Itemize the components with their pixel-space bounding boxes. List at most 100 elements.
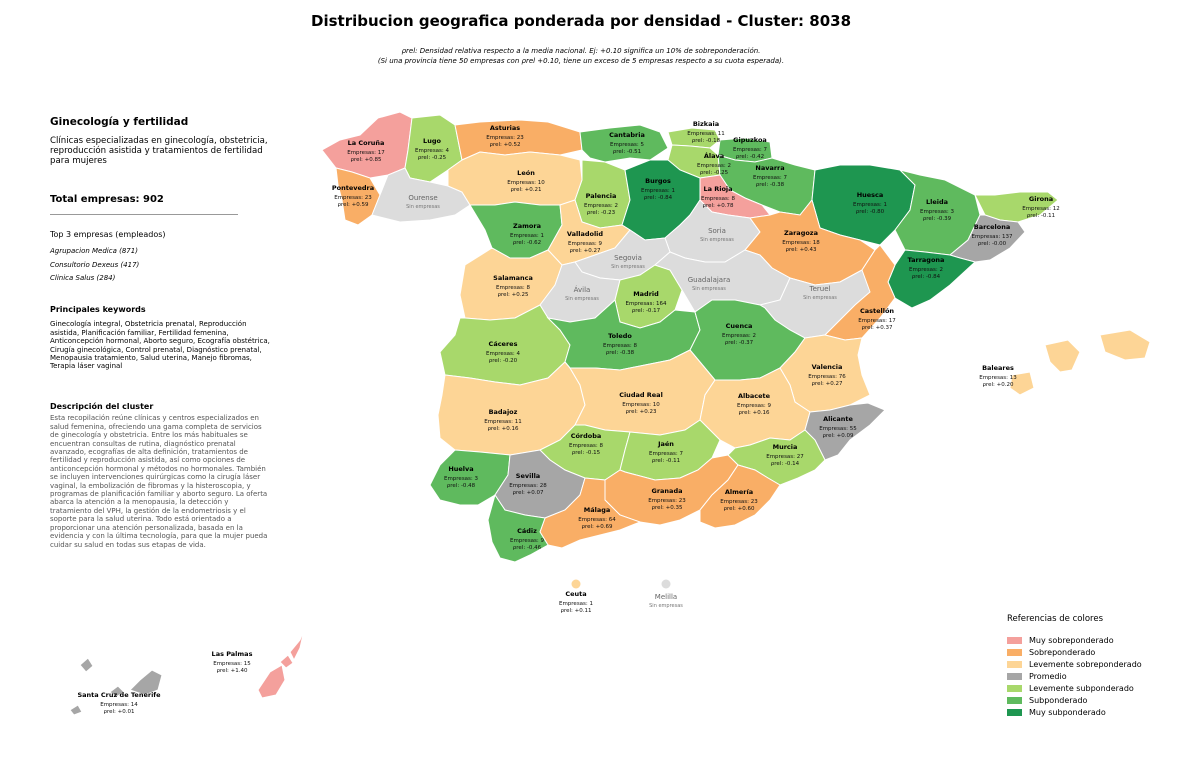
province-name-melilla: Melilla [655, 593, 677, 601]
total-companies: Total empresas: 902 [50, 194, 164, 205]
province-rho-gipuzkoa: ρrel: -0.42 [736, 154, 764, 160]
legend-label: Muy sobreponderado [1029, 635, 1114, 645]
province-name-pontevedra: Pontevedra [332, 184, 374, 192]
province-companies-la-coruna: Empresas: 17 [347, 150, 385, 156]
map-subtitle: ρrel: Densidad relativa respecto a la me… [0, 46, 1162, 66]
province-rho-salamanca: ρrel: +0.25 [498, 292, 530, 298]
province-name-cordoba: Córdoba [571, 432, 602, 440]
province-rho-lleida: ρrel: -0.39 [923, 216, 952, 222]
province-name-granada: Granada [652, 487, 683, 495]
province-rho-ciudad-real: ρrel: +0.23 [626, 409, 658, 415]
cluster-heading-block: Ginecología y fertilidad Clínicas especi… [50, 116, 270, 166]
province-companies-baleares: Empresas: 13 [979, 375, 1017, 381]
province-name-navarra: Navarra [755, 164, 784, 172]
province-companies-huelva: Empresas: 3 [444, 476, 479, 482]
province-name-lleida: Lleida [926, 198, 948, 206]
subtitle-line-2: (Si una provincia tiene 50 empresas con … [377, 57, 785, 65]
province-companies-valencia: Empresas: 76 [808, 374, 846, 380]
top-company-2: Consultorio Dexeus (417) [50, 260, 140, 269]
province-melilla [661, 579, 671, 589]
province-name-zaragoza: Zaragoza [784, 229, 818, 237]
province-rho-huelva: ρrel: -0.48 [447, 483, 476, 489]
province-name-salamanca: Salamanca [493, 274, 533, 282]
legend-label: Sobreponderado [1029, 647, 1096, 657]
province-no-companies-avila: Sin empresas [565, 296, 599, 302]
province-name-cadiz: Cádiz [517, 527, 537, 535]
province-name-caceres: Cáceres [489, 340, 518, 348]
province-name-huelva: Huelva [448, 465, 473, 473]
province-name-gipuzkoa: Gipuzkoa [733, 136, 767, 144]
legend-label: Levemente subponderado [1029, 683, 1134, 693]
province-rho-palencia: ρrel: -0.23 [587, 210, 616, 216]
province-rho-albacete: ρrel: +0.16 [739, 410, 771, 416]
province-name-palencia: Palencia [586, 192, 617, 200]
province-name-soria: Soria [708, 227, 726, 235]
province-shapes [69, 111, 1151, 716]
description-block: Descripción del cluster Esta recopilació… [50, 402, 270, 549]
province-name-castellon: Castellón [860, 307, 894, 315]
province-companies-almeria: Empresas: 23 [720, 499, 758, 505]
province-rho-la-rioja: ρrel: +0.78 [703, 203, 735, 209]
province-rho-cadiz: ρrel: -0.46 [513, 545, 542, 551]
province-rho-lugo: ρrel: -0.25 [418, 155, 447, 161]
province-rho-asturias: ρrel: +0.52 [490, 142, 521, 148]
legend-swatch [1007, 636, 1022, 644]
legend-swatch [1007, 660, 1022, 668]
province-name-girona: Girona [1029, 195, 1053, 203]
province-name-badajoz: Badajoz [489, 408, 518, 416]
province-rho-toledo: ρrel: -0.38 [606, 350, 635, 356]
province-name-cuenca: Cuenca [726, 322, 753, 330]
province-no-companies-teruel: Sin empresas [803, 295, 837, 301]
province-companies-barcelona: Empresas: 137 [971, 234, 1013, 240]
province-name-asturias: Asturias [490, 124, 520, 132]
province-companies-leon: Empresas: 10 [507, 180, 545, 186]
province-santa-cruz-de-tenerife [69, 657, 163, 716]
province-rho-bizkaia: ρrel: -0.18 [692, 138, 721, 144]
province-name-ourense: Ourense [408, 194, 437, 202]
province-companies-la-rioja: Empresas: 8 [701, 196, 736, 202]
province-rho-baleares: ρrel: +0.20 [983, 382, 1015, 388]
province-companies-malaga: Empresas: 64 [578, 517, 616, 523]
province-rho-murcia: ρrel: -0.14 [771, 461, 800, 467]
province-companies-alava: Empresas: 2 [697, 163, 731, 169]
province-no-companies-ourense: Sin empresas [406, 204, 440, 210]
top-companies: Top 3 empresas (empleados) Agrupacion Me… [50, 230, 270, 283]
province-companies-caceres: Empresas: 4 [486, 351, 521, 357]
province-name-la-rioja: La Rioja [703, 185, 732, 193]
province-companies-santa-cruz-de-tenerife: Empresas: 14 [100, 702, 138, 708]
legend-item: Sobreponderado [1007, 646, 1142, 658]
province-companies-salamanca: Empresas: 8 [496, 285, 531, 291]
province-companies-girona: Empresas: 12 [1022, 206, 1060, 212]
province-lugo [404, 114, 463, 183]
province-rho-pontevedra: ρrel: +0.59 [338, 202, 370, 208]
province-name-guadalajara: Guadalajara [688, 276, 731, 284]
description-title: Descripción del cluster [50, 402, 154, 411]
province-name-ciudad-real: Ciudad Real [619, 391, 663, 399]
province-rho-malaga: ρrel: +0.69 [582, 524, 614, 530]
legend-swatch [1007, 709, 1022, 717]
province-companies-alicante: Empresas: 55 [819, 426, 857, 432]
province-name-toledo: Toledo [608, 332, 632, 340]
legend-swatch [1007, 648, 1022, 656]
province-companies-burgos: Empresas: 1 [641, 188, 675, 194]
province-no-companies-soria: Sin empresas [700, 237, 734, 243]
province-rho-leon: ρrel: +0.21 [511, 187, 542, 193]
province-rho-huesca: ρrel: -0.80 [856, 209, 885, 215]
subtitle-line-1: ρrel: Densidad relativa respecto a la me… [401, 47, 761, 55]
province-companies-ceuta: Empresas: 1 [559, 601, 593, 607]
province-no-companies-guadalajara: Sin empresas [692, 286, 726, 292]
legend-swatch [1007, 697, 1022, 705]
province-companies-toledo: Empresas: 8 [603, 343, 638, 349]
page-title: Distribucion geografica ponderada por de… [311, 12, 851, 30]
total-block: Total empresas: 902 [50, 194, 270, 205]
province-name-barcelona: Barcelona [974, 223, 1011, 231]
province-rho-granada: ρrel: +0.35 [652, 505, 684, 511]
province-rho-la-coruna: ρrel: +0.85 [351, 157, 383, 163]
province-name-albacete: Albacete [738, 392, 771, 400]
province-rho-las-palmas: ρrel: +1.40 [217, 668, 249, 674]
province-pontevedra [335, 167, 381, 226]
province-rho-valencia: ρrel: +0.27 [812, 381, 844, 387]
province-companies-bizkaia: Empresas: 11 [687, 131, 725, 137]
legend-item: Levemente sobreponderado [1007, 658, 1142, 670]
province-name-baleares: Baleares [982, 364, 1014, 372]
